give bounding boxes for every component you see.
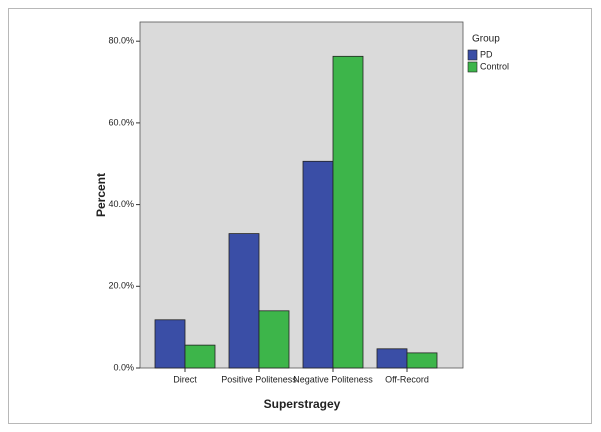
x-tick-label: Positive Politeness — [221, 374, 297, 384]
legend-swatch — [467, 49, 478, 61]
y-tick-label: 20.0% — [108, 281, 134, 291]
x-tick-label: Off-Record — [385, 374, 429, 384]
bar — [184, 344, 216, 369]
plot-area — [139, 21, 464, 369]
legend-label: PD — [480, 49, 493, 59]
bar — [376, 348, 408, 369]
bar — [154, 319, 186, 369]
legend-swatch — [467, 61, 478, 73]
x-tick-label: Negative Politeness — [293, 374, 373, 384]
legend-title: Group — [472, 34, 500, 45]
legend-label: Control — [480, 61, 509, 71]
bar — [332, 55, 364, 369]
x-axis-title: Superstragey — [264, 397, 341, 411]
y-tick-label: 40.0% — [108, 199, 134, 209]
bar — [228, 233, 260, 369]
y-axis-title: Percent — [94, 173, 108, 217]
y-tick-label: 80.0% — [108, 36, 134, 46]
bar — [406, 352, 438, 369]
bar — [258, 310, 290, 369]
x-tick-label: Direct — [173, 374, 197, 384]
y-tick-label: 60.0% — [108, 117, 134, 127]
y-tick-label: 0.0% — [113, 362, 134, 372]
bar — [302, 160, 334, 369]
